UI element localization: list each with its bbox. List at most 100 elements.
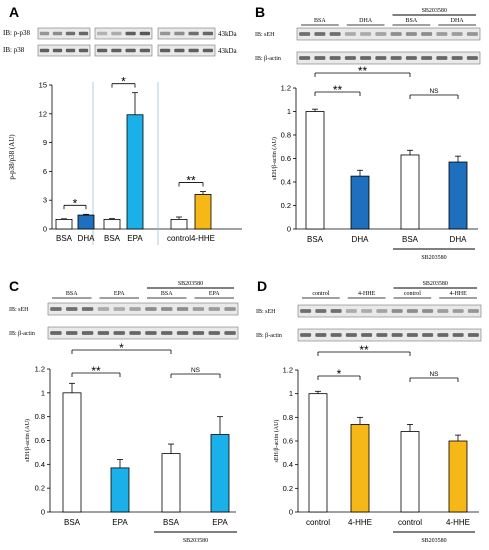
blot-actin-band <box>466 56 478 60</box>
blot-a-pp38-2 <box>157 27 216 40</box>
blot-seh-band <box>391 309 403 313</box>
bar <box>305 111 325 230</box>
y-tick-label: 0.2 <box>35 484 45 493</box>
x-tick-label: control <box>167 234 191 243</box>
blot-seh-band <box>224 307 236 311</box>
sig-bracket-label: ** <box>359 343 369 357</box>
panel-label-c: C <box>9 278 19 294</box>
inhibitor-label: SB203580 <box>183 538 208 544</box>
blot-actin <box>296 51 481 65</box>
blot-actin-band <box>161 331 173 335</box>
x-tick-label: DHA <box>352 235 370 244</box>
blot-a-p38-1-band <box>125 48 136 53</box>
blot-actin-band <box>437 333 449 337</box>
x-tick-label: control <box>306 518 330 527</box>
sig-bracket-label: NS <box>429 371 439 378</box>
blot-header: EPA <box>114 291 125 297</box>
bar <box>170 218 188 230</box>
blot-actin-band <box>300 333 312 337</box>
blot-a-p38-1 <box>94 44 153 57</box>
x-tick-label: 4-HHE <box>348 518 372 527</box>
blot-header: control <box>312 291 329 297</box>
blot-actin-band <box>329 56 341 60</box>
blot-a-pp38-0-band <box>65 31 76 36</box>
blot-seh-band <box>113 307 125 311</box>
blot-a-pp38-0-band <box>39 31 50 36</box>
y-tick-label: 1 <box>41 388 45 397</box>
blot-actin-band <box>50 331 62 335</box>
blot-seh-band <box>421 32 433 36</box>
sig-bracket-label: NS <box>429 88 439 95</box>
y-tick-label: 0 <box>41 508 45 517</box>
blot-actin-band <box>299 56 311 60</box>
blot-seh-band <box>176 307 189 311</box>
blot-a-p38-0 <box>37 44 91 57</box>
blot-actin-band <box>422 333 434 337</box>
bar <box>103 218 121 230</box>
y-tick-label: 1 <box>289 389 293 398</box>
y-tick-label: 1 <box>287 107 291 116</box>
y-tick-label: 0.8 <box>283 413 293 422</box>
y-axis-label: sEH/β-actin (AU) <box>24 419 31 462</box>
blot-actin-band <box>361 333 373 337</box>
y-tick-label: 0.8 <box>281 131 291 140</box>
bar <box>55 218 73 230</box>
blot-seh <box>297 304 482 318</box>
x-tick-label: BSA <box>64 518 81 527</box>
blot-seh-band <box>50 307 62 311</box>
y-tick-label: 1.2 <box>35 365 45 374</box>
x-tick-label: BSA <box>402 235 419 244</box>
blot-seh-band <box>437 309 449 313</box>
blot-seh-band <box>361 309 373 313</box>
blot-actin-band <box>145 331 157 335</box>
blot-header: BSA <box>314 18 326 24</box>
y-tick-label: 15 <box>39 81 47 90</box>
bar <box>62 392 82 513</box>
blot-label-actin: IB: β-actin <box>9 331 35 337</box>
blot-a-p38-0-band <box>39 48 50 53</box>
blot-a-p38-1-band <box>111 48 122 53</box>
blot-seh-band <box>390 32 402 36</box>
blot-seh-band <box>467 309 479 313</box>
x-tick-label: EPA <box>127 234 143 243</box>
blot-seh-band <box>145 307 157 311</box>
bar <box>194 194 212 230</box>
blot-a-pp38-1-band <box>111 31 122 36</box>
blot-seh-band <box>344 32 356 36</box>
blot-seh-band <box>406 309 418 313</box>
x-tick-label: BSA <box>307 235 324 244</box>
blot-header: BSA <box>161 291 173 297</box>
blot-a-pp38-0-band <box>52 31 63 36</box>
blot-seh-band <box>192 307 205 311</box>
blot-header: BSA <box>406 18 418 24</box>
inhibitor-header: SB203580 <box>422 8 447 14</box>
inhibitor-header: SB203580 <box>423 281 448 287</box>
blot-seh-band <box>329 32 341 36</box>
blot-a-pp38-2-band <box>202 31 214 36</box>
blot-seh-band <box>330 309 342 313</box>
x-tick-label: DHA <box>78 234 96 243</box>
sig-bracket-label: * <box>73 196 78 210</box>
blot-actin-band <box>467 333 479 337</box>
blot-a-p38-0-band <box>65 48 76 53</box>
blot-seh-band <box>97 307 110 311</box>
blot-actin-band <box>390 56 402 60</box>
blot-actin-band <box>360 56 372 60</box>
blot-actin-band <box>224 331 236 335</box>
blot-a-pp38-0 <box>37 27 91 40</box>
blot-actin-band <box>129 331 141 335</box>
blot-seh-band <box>129 307 141 311</box>
blot-header: 4-HHE <box>449 291 467 297</box>
blot-a-pp38-1-band <box>139 31 151 36</box>
y-tick-label: 0.6 <box>35 436 45 445</box>
blot-label-actin: IB: β-actin <box>255 56 281 62</box>
blot-a-p38-0-band <box>78 48 89 53</box>
blot-a-pp38-1-band <box>125 31 136 36</box>
blot-a-pp38-2-band <box>188 31 199 36</box>
blot-actin-band <box>314 56 326 60</box>
sig-bracket-label: * <box>337 367 342 381</box>
x-tick-label: 4-HHE <box>446 518 470 527</box>
blot-header: EPA <box>209 291 220 297</box>
blot-a-p38-2-band <box>159 48 171 53</box>
blot-a-pp38-2-band <box>174 31 185 36</box>
